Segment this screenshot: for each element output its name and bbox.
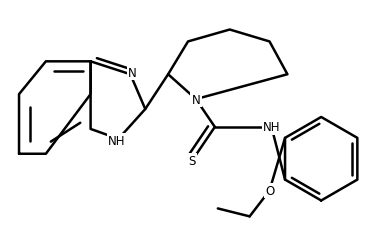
- Text: NH: NH: [108, 135, 125, 148]
- Text: S: S: [188, 155, 196, 167]
- Text: N: N: [192, 93, 200, 106]
- Text: O: O: [265, 184, 274, 197]
- Text: N: N: [128, 66, 137, 79]
- Text: NH: NH: [263, 121, 280, 134]
